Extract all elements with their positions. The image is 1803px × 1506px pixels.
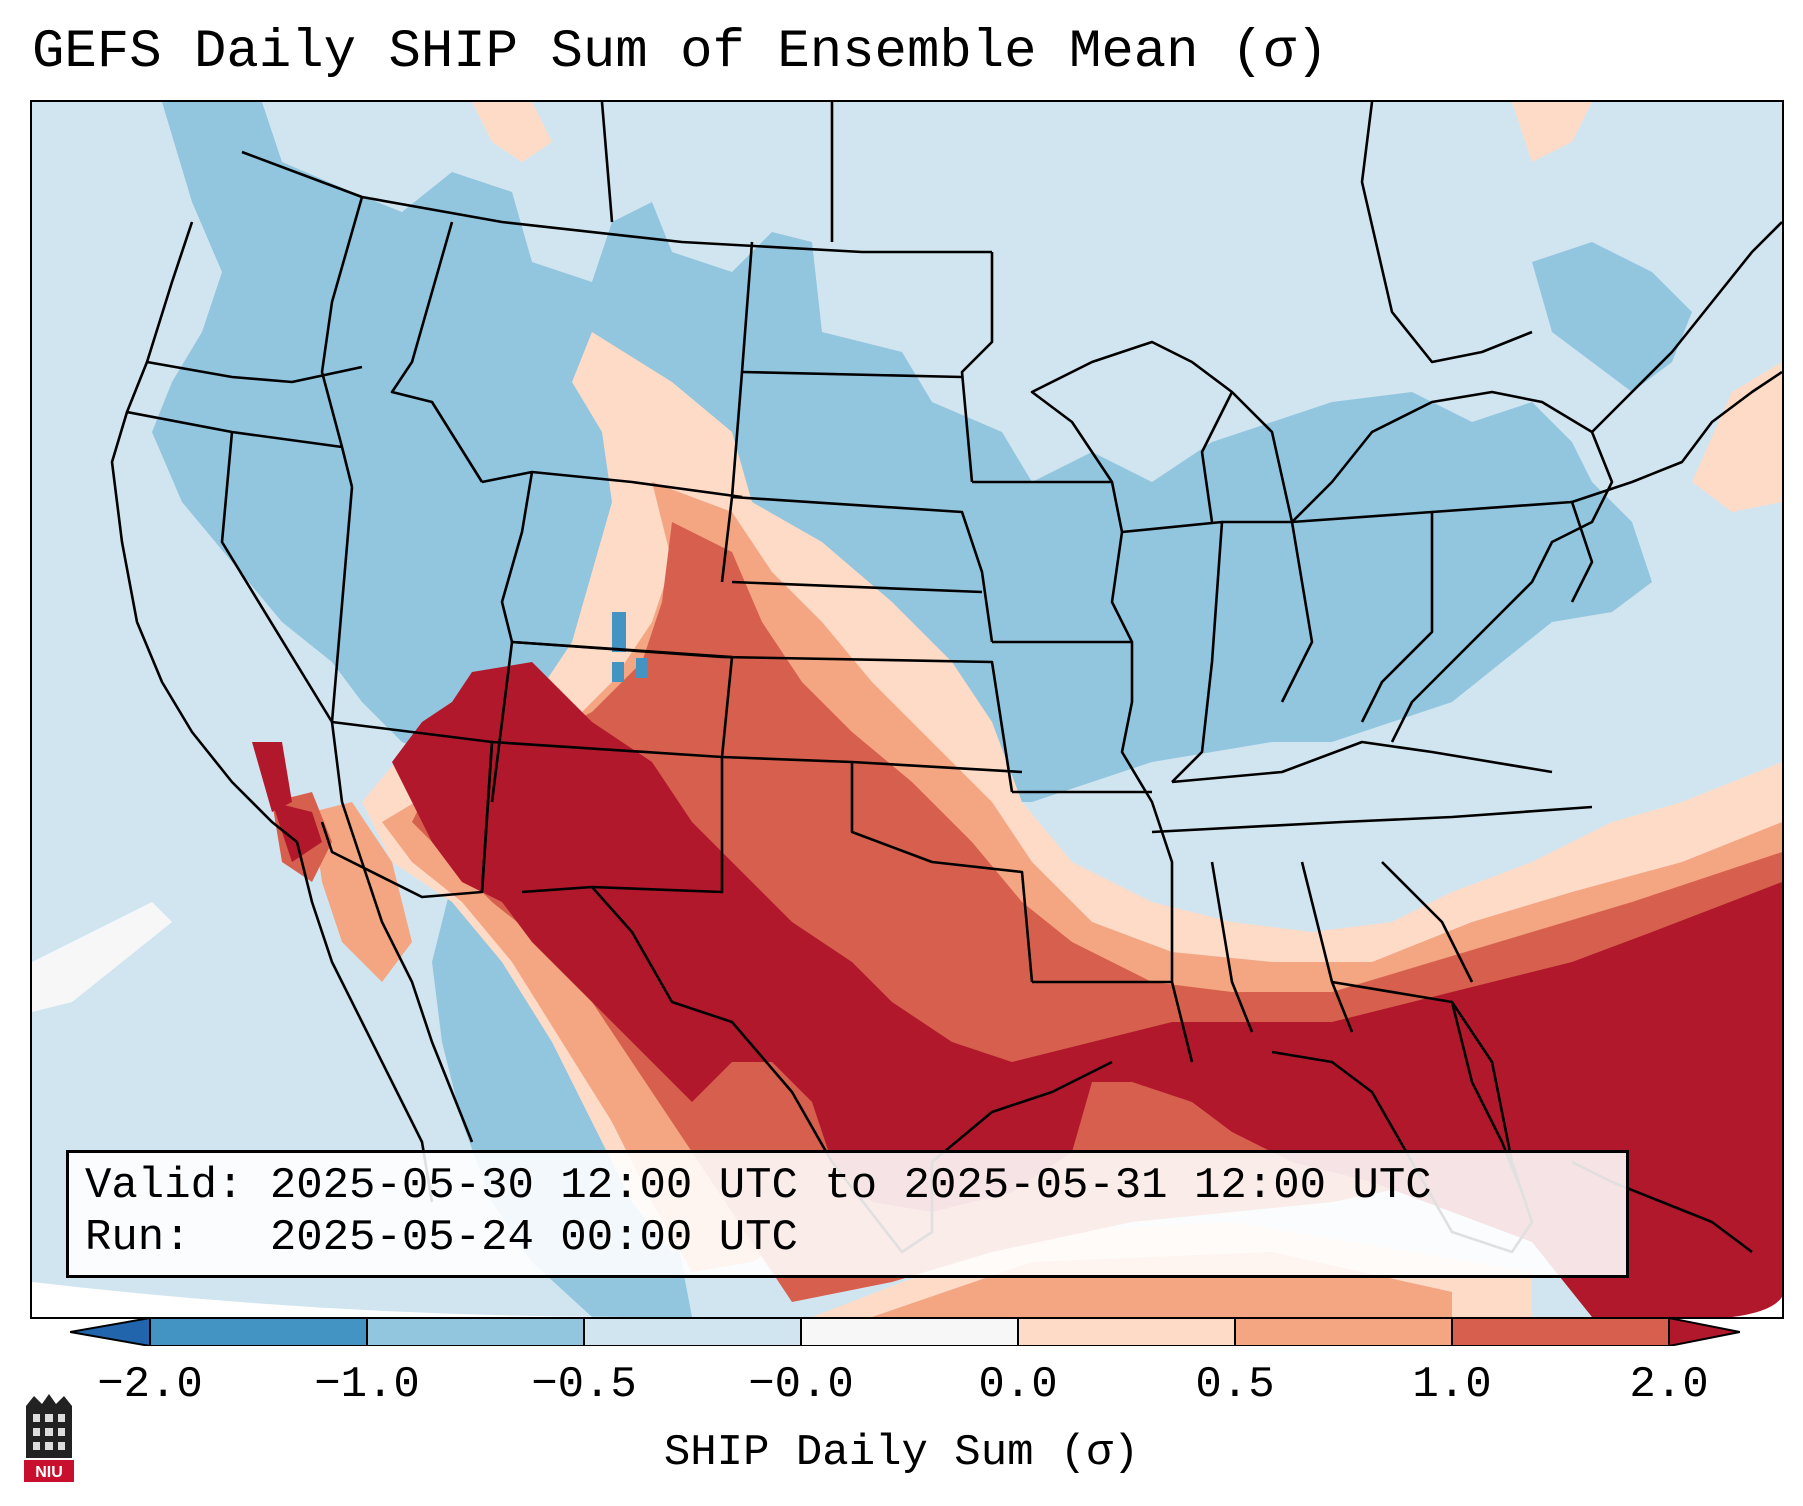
valid-value: 2025-05-30 12:00 UTC to 2025-05-31 12:00…	[269, 1161, 1432, 1211]
run-label: Run:	[85, 1213, 191, 1263]
colorbar-segment	[1452, 1318, 1669, 1346]
colorbar-tick-label: −1.0	[314, 1360, 420, 1410]
colorbar-tick-label: 0.0	[978, 1360, 1058, 1410]
colorbar-segment	[1018, 1318, 1235, 1346]
colorbar-segment	[1235, 1318, 1452, 1346]
niu-logo-icon: NIU	[20, 1392, 78, 1484]
projection-edge	[32, 1282, 632, 1317]
colorbar-segment	[1669, 1318, 1740, 1346]
boundary-lines	[110, 102, 1782, 1254]
run-row: Run: 2025-05-24 00:00 UTC	[85, 1213, 798, 1263]
colorbar-segment	[70, 1318, 150, 1346]
colorbar-tick-label: −2.0	[97, 1360, 203, 1410]
logo-text: NIU	[35, 1464, 63, 1481]
colorbar-segment	[584, 1318, 801, 1346]
valid-label: Valid:	[85, 1161, 244, 1211]
pacific-coast	[110, 221, 298, 844]
colorbar-tick-label: 2.0	[1629, 1360, 1709, 1410]
valid-row: Valid: 2025-05-30 12:00 UTC to 2025-05-3…	[85, 1161, 1432, 1211]
field-zero	[32, 902, 172, 1012]
us-canada-border	[241, 150, 992, 254]
run-value: 2025-05-24 00:00 UTC	[269, 1213, 798, 1263]
colorbar-tick-label: 0.5	[1195, 1360, 1275, 1410]
info-box: Valid: 2025-05-30 12:00 UTC to 2025-05-3…	[66, 1150, 1629, 1278]
colorbar-tick-label: −0.5	[531, 1360, 637, 1410]
colorbar-tick-label: −0.0	[748, 1360, 854, 1410]
colorbar-segment	[150, 1318, 367, 1346]
colorbar-segment	[367, 1318, 584, 1346]
colorbar-label: SHIP Daily Sum (σ)	[663, 1428, 1140, 1478]
map-title: GEFS Daily SHIP Sum of Ensemble Mean (σ)	[32, 22, 1329, 83]
colorbar-segment	[801, 1318, 1018, 1346]
ship-map[interactable]	[32, 102, 1782, 1317]
map-panel[interactable]	[30, 100, 1784, 1319]
colorbar	[70, 1318, 1740, 1346]
colorbar-graphic	[70, 1318, 1740, 1346]
colorbar-tick-label: 1.0	[1412, 1360, 1492, 1410]
field-neg-2.0-to-1.0	[612, 612, 648, 682]
colorbar-ticks	[149, 1318, 1670, 1346]
